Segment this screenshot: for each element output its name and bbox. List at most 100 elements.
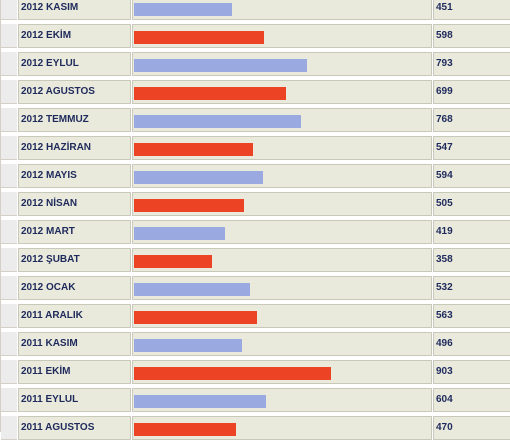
month-label: 2011 EYLUL bbox=[21, 394, 79, 405]
bar-cell bbox=[132, 108, 432, 132]
bar-cell bbox=[132, 360, 432, 384]
month-label: 2012 HAZİRAN bbox=[21, 142, 92, 153]
value-bar bbox=[134, 311, 257, 324]
value-label: 903 bbox=[436, 366, 453, 377]
bar-cell bbox=[132, 164, 432, 188]
month-cell: 2011 EYLUL bbox=[18, 388, 131, 412]
value-label: 604 bbox=[436, 394, 453, 405]
table-row: 2012 EYLUL 793 bbox=[1, 52, 510, 76]
month-cell: 2011 ARALIK bbox=[18, 304, 131, 328]
value-cell: 532 bbox=[433, 276, 510, 300]
value-bar bbox=[134, 283, 250, 296]
table-row: 2011 AGUSTOS 470 bbox=[1, 416, 510, 440]
month-cell: 2011 AGUSTOS bbox=[18, 416, 131, 440]
row-stub bbox=[1, 80, 17, 104]
value-bar bbox=[134, 227, 225, 240]
value-cell: 903 bbox=[433, 360, 510, 384]
row-stub bbox=[1, 164, 17, 188]
table-row: 2012 MAYIS 594 bbox=[1, 164, 510, 188]
value-label: 699 bbox=[436, 86, 453, 97]
row-stub bbox=[1, 360, 17, 384]
value-bar bbox=[134, 59, 307, 72]
value-bar bbox=[134, 115, 301, 128]
table-row: 2012 NİSAN 505 bbox=[1, 192, 510, 216]
row-stub bbox=[1, 276, 17, 300]
row-stub bbox=[1, 108, 17, 132]
value-label: 547 bbox=[436, 142, 453, 153]
value-label: 505 bbox=[436, 198, 453, 209]
month-cell: 2012 AGUSTOS bbox=[18, 80, 131, 104]
bar-cell bbox=[132, 24, 432, 48]
month-cell: 2012 MAYIS bbox=[18, 164, 131, 188]
bar-cell bbox=[132, 332, 432, 356]
row-stub bbox=[1, 388, 17, 412]
value-label: 598 bbox=[436, 30, 453, 41]
value-label: 793 bbox=[436, 58, 453, 69]
month-label: 2011 EKİM bbox=[21, 366, 71, 377]
table-row: 2012 MART 419 bbox=[1, 220, 510, 244]
value-label: 496 bbox=[436, 338, 453, 349]
value-bar bbox=[134, 255, 212, 268]
value-bar bbox=[134, 3, 232, 16]
row-stub bbox=[1, 24, 17, 48]
row-stub bbox=[1, 220, 17, 244]
value-bar bbox=[134, 339, 242, 352]
month-label: 2011 KASIM bbox=[21, 338, 78, 349]
value-cell: 358 bbox=[433, 248, 510, 272]
table-row: 2012 AGUSTOS 699 bbox=[1, 80, 510, 104]
value-cell: 419 bbox=[433, 220, 510, 244]
table-row: 2012 TEMMUZ 768 bbox=[1, 108, 510, 132]
bar-cell bbox=[132, 276, 432, 300]
value-label: 451 bbox=[436, 2, 453, 13]
value-cell: 451 bbox=[433, 0, 510, 20]
month-cell: 2011 KASIM bbox=[18, 332, 131, 356]
value-label: 563 bbox=[436, 310, 453, 321]
value-label: 532 bbox=[436, 282, 453, 293]
value-cell: 547 bbox=[433, 136, 510, 160]
bar-cell bbox=[132, 80, 432, 104]
row-stub bbox=[1, 52, 17, 76]
month-label: 2012 EKİM bbox=[21, 30, 72, 41]
month-label: 2012 OCAK bbox=[21, 282, 76, 293]
table-row: 2012 ŞUBAT 358 bbox=[1, 248, 510, 272]
table-row: 2011 EYLUL 604 bbox=[1, 388, 510, 412]
value-label: 419 bbox=[436, 226, 453, 237]
month-label: 2012 MART bbox=[21, 226, 75, 237]
row-stub bbox=[1, 136, 17, 160]
month-label: 2012 ŞUBAT bbox=[21, 254, 80, 265]
month-label: 2011 ARALIK bbox=[21, 310, 83, 321]
month-cell: 2012 OCAK bbox=[18, 276, 131, 300]
bar-cell bbox=[132, 388, 432, 412]
month-cell: 2012 TEMMUZ bbox=[18, 108, 131, 132]
value-bar bbox=[134, 395, 266, 408]
row-stub bbox=[1, 332, 17, 356]
bar-cell bbox=[132, 136, 432, 160]
value-cell: 496 bbox=[433, 332, 510, 356]
month-cell: 2012 ŞUBAT bbox=[18, 248, 131, 272]
value-label: 768 bbox=[436, 114, 453, 125]
month-cell: 2012 MART bbox=[18, 220, 131, 244]
value-cell: 505 bbox=[433, 192, 510, 216]
row-stub bbox=[1, 192, 17, 216]
value-label: 358 bbox=[436, 254, 453, 265]
value-cell: 604 bbox=[433, 388, 510, 412]
bar-cell bbox=[132, 0, 432, 20]
table-row: 2012 OCAK 532 bbox=[1, 276, 510, 300]
value-cell: 598 bbox=[433, 24, 510, 48]
value-cell: 768 bbox=[433, 108, 510, 132]
row-stub bbox=[1, 416, 17, 440]
value-bar bbox=[134, 367, 331, 380]
table-row: 2011 KASIM 496 bbox=[1, 332, 510, 356]
month-cell: 2011 EKİM bbox=[18, 360, 131, 384]
table-row: 2012 HAZİRAN 547 bbox=[1, 136, 510, 160]
value-bar bbox=[134, 87, 286, 100]
value-label: 470 bbox=[436, 422, 453, 433]
value-bar bbox=[134, 171, 263, 184]
value-bar bbox=[134, 199, 244, 212]
table-row: 2012 EKİM 598 bbox=[1, 24, 510, 48]
table-row: 2012 KASIM 451 bbox=[1, 0, 510, 20]
value-cell: 563 bbox=[433, 304, 510, 328]
month-label: 2011 AGUSTOS bbox=[21, 422, 95, 433]
month-label: 2012 MAYIS bbox=[21, 170, 77, 181]
